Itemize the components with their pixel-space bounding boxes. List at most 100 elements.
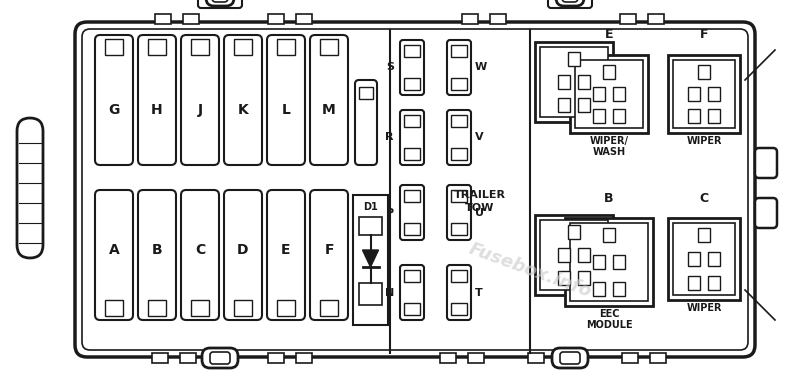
FancyBboxPatch shape — [212, 0, 228, 2]
Bar — [540, 220, 608, 290]
Text: C: C — [699, 192, 709, 204]
Bar — [359, 283, 382, 305]
FancyBboxPatch shape — [267, 190, 305, 320]
Bar — [451, 45, 467, 57]
Bar — [105, 39, 123, 55]
Bar — [540, 47, 608, 117]
FancyBboxPatch shape — [75, 22, 755, 357]
Text: M: M — [322, 103, 336, 117]
Bar — [404, 148, 420, 160]
Bar — [603, 65, 615, 79]
FancyBboxPatch shape — [202, 348, 238, 368]
Bar — [668, 218, 740, 300]
Bar — [593, 282, 605, 296]
Bar — [462, 14, 478, 24]
Bar — [268, 353, 284, 363]
Bar — [668, 55, 740, 133]
Bar — [268, 14, 284, 24]
Text: K: K — [238, 103, 248, 117]
Bar — [451, 115, 467, 127]
FancyBboxPatch shape — [355, 80, 377, 165]
Text: B: B — [604, 192, 614, 204]
Bar — [404, 270, 420, 282]
Bar — [708, 109, 720, 123]
Text: V: V — [475, 132, 484, 143]
FancyBboxPatch shape — [138, 35, 176, 165]
Bar — [148, 300, 166, 316]
Text: B: B — [152, 243, 162, 257]
FancyBboxPatch shape — [267, 35, 305, 165]
Text: WIPER: WIPER — [686, 303, 722, 313]
Text: D1: D1 — [363, 202, 378, 212]
FancyBboxPatch shape — [138, 190, 176, 320]
Text: Fusebox.info: Fusebox.info — [466, 239, 594, 300]
Text: S: S — [386, 63, 394, 72]
Bar — [183, 14, 199, 24]
Bar — [578, 75, 590, 89]
Bar — [613, 109, 625, 123]
FancyBboxPatch shape — [562, 0, 578, 2]
Bar — [688, 109, 700, 123]
Bar — [451, 223, 467, 235]
Bar — [404, 223, 420, 235]
Text: MODULE: MODULE — [586, 320, 632, 330]
Bar — [404, 303, 420, 315]
Bar — [451, 303, 467, 315]
FancyBboxPatch shape — [556, 0, 584, 6]
Bar — [673, 60, 735, 128]
Bar — [708, 87, 720, 101]
Bar — [613, 255, 625, 269]
Bar — [565, 218, 653, 306]
Text: E: E — [282, 243, 290, 257]
Bar — [320, 300, 338, 316]
FancyBboxPatch shape — [400, 265, 424, 320]
FancyBboxPatch shape — [447, 110, 471, 165]
Bar — [688, 87, 700, 101]
Text: TRAILER: TRAILER — [454, 190, 506, 200]
FancyBboxPatch shape — [755, 198, 777, 228]
Bar — [578, 98, 590, 112]
Text: C: C — [195, 243, 205, 257]
Text: F: F — [700, 29, 708, 41]
Text: E: E — [605, 29, 614, 41]
FancyBboxPatch shape — [198, 0, 242, 8]
Bar — [535, 42, 613, 122]
Bar — [296, 353, 312, 363]
Bar — [277, 300, 295, 316]
Text: WASH: WASH — [593, 147, 626, 157]
Bar — [593, 255, 605, 269]
FancyBboxPatch shape — [95, 190, 133, 320]
FancyBboxPatch shape — [206, 0, 234, 6]
FancyBboxPatch shape — [82, 29, 748, 350]
Text: F: F — [324, 243, 334, 257]
Text: W: W — [475, 63, 487, 72]
Text: TOW: TOW — [466, 203, 494, 213]
Bar — [578, 271, 590, 285]
Bar — [558, 98, 570, 112]
Bar — [593, 87, 605, 101]
Bar — [105, 300, 123, 316]
Bar — [528, 353, 544, 363]
Bar — [440, 353, 456, 363]
Text: N: N — [385, 288, 394, 297]
Bar — [578, 248, 590, 262]
FancyBboxPatch shape — [224, 190, 262, 320]
Bar — [558, 271, 570, 285]
Bar — [648, 14, 664, 24]
Bar — [152, 353, 168, 363]
Bar — [575, 60, 643, 128]
Bar — [404, 190, 420, 202]
FancyBboxPatch shape — [181, 35, 219, 165]
Text: R: R — [386, 132, 394, 143]
Text: H: H — [151, 103, 163, 117]
Bar — [451, 270, 467, 282]
Bar — [296, 14, 312, 24]
FancyBboxPatch shape — [17, 118, 43, 258]
Bar — [451, 148, 467, 160]
Bar — [234, 39, 252, 55]
Bar — [558, 248, 570, 262]
Bar — [650, 353, 666, 363]
Bar — [359, 87, 373, 99]
Bar — [673, 223, 735, 295]
Bar — [180, 353, 196, 363]
